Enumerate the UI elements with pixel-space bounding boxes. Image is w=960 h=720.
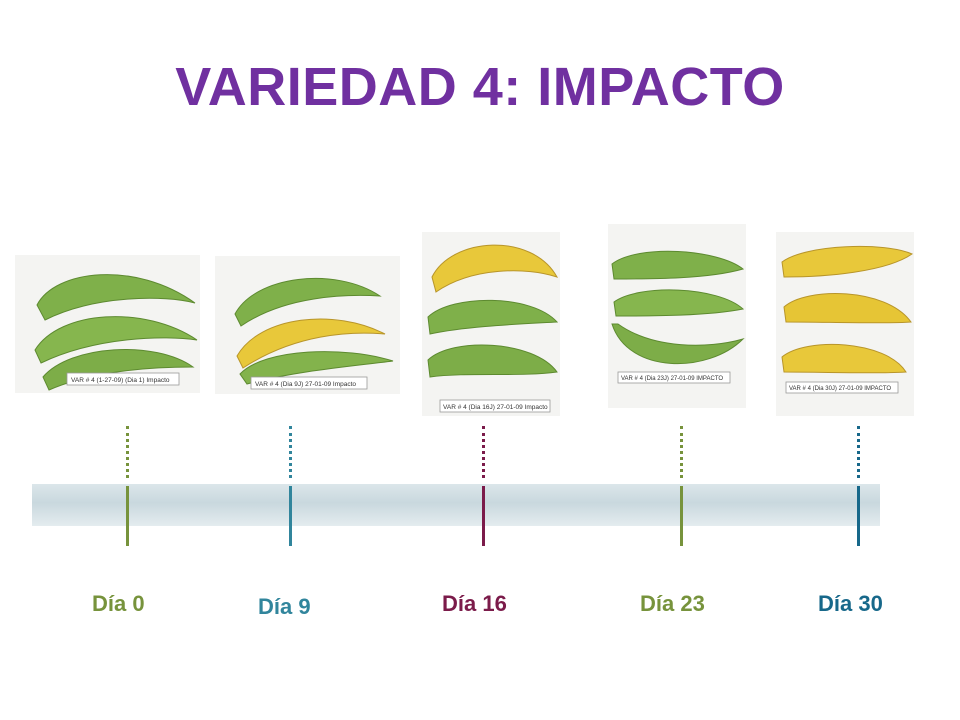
timeline-bar xyxy=(32,484,880,526)
banana-photo-day-16: VAR # 4 (Dia 16J) 27-01-09 Impacto xyxy=(422,232,560,416)
day-23-label: Día 23 xyxy=(640,591,705,616)
day-0-label: Día 0 xyxy=(92,591,145,616)
day-23-marker xyxy=(680,486,683,546)
day-16-dotted-marker xyxy=(482,426,485,478)
photo-caption: VAR # 4 (Dia 16J) 27-01-09 Impacto xyxy=(443,404,548,411)
day-0-marker xyxy=(126,486,129,546)
day-30-marker xyxy=(857,486,860,546)
photo-caption: VAR # 4 (Dia 30J) 27-01-09 IMPACTO xyxy=(789,386,891,392)
photo-caption: VAR # 4 (Dia 23J) 27-01-09 IMPACTO xyxy=(621,376,723,382)
banana-photo-day-30: VAR # 4 (Dia 30J) 27-01-09 IMPACTO xyxy=(776,232,914,416)
day-9-dotted-marker xyxy=(289,426,292,478)
day-16-label: Día 16 xyxy=(442,591,507,616)
day-9-label: Día 9 xyxy=(258,594,311,619)
banana-photo-day-23: VAR # 4 (Dia 23J) 27-01-09 IMPACTO xyxy=(608,224,746,408)
day-23-dotted-marker xyxy=(680,426,683,478)
banana-photo-day-9: VAR # 4 (Dia 9J) 27-01-09 Impacto xyxy=(215,256,400,394)
day-9-marker xyxy=(289,486,292,546)
photo-caption: VAR # 4 (1-27-09) (Dia 1) Impacto xyxy=(71,377,170,384)
day-0-dotted-marker xyxy=(126,426,129,478)
day-16-marker xyxy=(482,486,485,546)
photo-caption: VAR # 4 (Dia 9J) 27-01-09 Impacto xyxy=(255,381,356,388)
day-30-label: Día 30 xyxy=(818,591,883,616)
banana-photo-day-0: VAR # 4 (1-27-09) (Dia 1) Impacto xyxy=(15,255,200,393)
page-title: VARIEDAD 4: IMPACTO xyxy=(175,57,785,117)
day-30-dotted-marker xyxy=(857,426,860,478)
